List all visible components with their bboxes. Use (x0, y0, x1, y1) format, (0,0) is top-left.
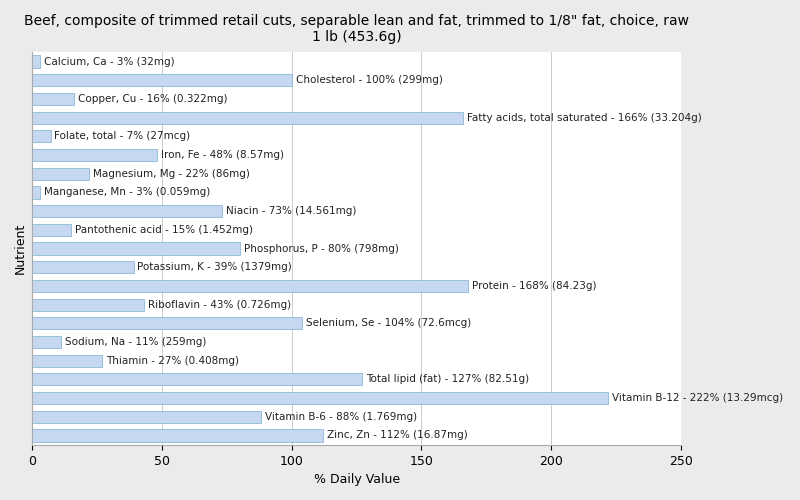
Bar (33, 392, 608, 404)
Text: Niacin - 73% (14.561mg): Niacin - 73% (14.561mg) (226, 206, 356, 216)
Bar (33, 205, 222, 217)
Title: Beef, composite of trimmed retail cuts, separable lean and fat, trimmed to 1/8" : Beef, composite of trimmed retail cuts, … (24, 14, 689, 44)
Bar (33, 242, 240, 254)
Bar (33, 410, 261, 423)
Bar (33, 93, 74, 105)
Text: Riboflavin - 43% (0.726mg): Riboflavin - 43% (0.726mg) (148, 300, 291, 310)
Bar (33, 112, 463, 124)
Bar (33, 430, 323, 442)
Text: Vitamin B-6 - 88% (1.769mg): Vitamin B-6 - 88% (1.769mg) (265, 412, 417, 422)
Bar (33, 298, 144, 310)
Text: Vitamin B-12 - 222% (13.29mcg): Vitamin B-12 - 222% (13.29mcg) (612, 393, 783, 403)
Bar (33, 168, 90, 180)
Text: Phosphorus, P - 80% (798mg): Phosphorus, P - 80% (798mg) (244, 244, 398, 254)
Bar (33, 186, 40, 198)
Bar (33, 261, 134, 274)
Bar (33, 280, 468, 292)
Bar (33, 354, 102, 367)
X-axis label: % Daily Value: % Daily Value (314, 473, 400, 486)
Text: Thiamin - 27% (0.408mg): Thiamin - 27% (0.408mg) (106, 356, 239, 366)
Text: Magnesium, Mg - 22% (86mg): Magnesium, Mg - 22% (86mg) (94, 168, 250, 178)
Bar (33, 336, 61, 348)
Bar (33, 149, 157, 161)
Bar (33, 56, 40, 68)
Text: Cholesterol - 100% (299mg): Cholesterol - 100% (299mg) (296, 75, 442, 85)
Text: Folate, total - 7% (27mcg): Folate, total - 7% (27mcg) (54, 132, 190, 141)
Text: Sodium, Na - 11% (259mg): Sodium, Na - 11% (259mg) (65, 337, 206, 347)
Text: Total lipid (fat) - 127% (82.51g): Total lipid (fat) - 127% (82.51g) (366, 374, 529, 384)
Text: Iron, Fe - 48% (8.57mg): Iron, Fe - 48% (8.57mg) (161, 150, 284, 160)
Y-axis label: Nutrient: Nutrient (14, 223, 27, 274)
Text: Calcium, Ca - 3% (32mg): Calcium, Ca - 3% (32mg) (44, 56, 174, 66)
Text: Pantothenic acid - 15% (1.452mg): Pantothenic acid - 15% (1.452mg) (75, 225, 254, 235)
Bar (33, 74, 292, 86)
Text: Protein - 168% (84.23g): Protein - 168% (84.23g) (472, 281, 597, 291)
Text: Selenium, Se - 104% (72.6mcg): Selenium, Se - 104% (72.6mcg) (306, 318, 471, 328)
Bar (33, 130, 50, 142)
Text: Copper, Cu - 16% (0.322mg): Copper, Cu - 16% (0.322mg) (78, 94, 227, 104)
Text: Fatty acids, total saturated - 166% (33.204g): Fatty acids, total saturated - 166% (33.… (466, 112, 702, 122)
Bar (33, 317, 302, 330)
Text: Zinc, Zn - 112% (16.87mg): Zinc, Zn - 112% (16.87mg) (326, 430, 467, 440)
Bar (33, 374, 362, 386)
Text: Manganese, Mn - 3% (0.059mg): Manganese, Mn - 3% (0.059mg) (44, 188, 210, 198)
Text: Potassium, K - 39% (1379mg): Potassium, K - 39% (1379mg) (138, 262, 292, 272)
Bar (33, 224, 71, 236)
